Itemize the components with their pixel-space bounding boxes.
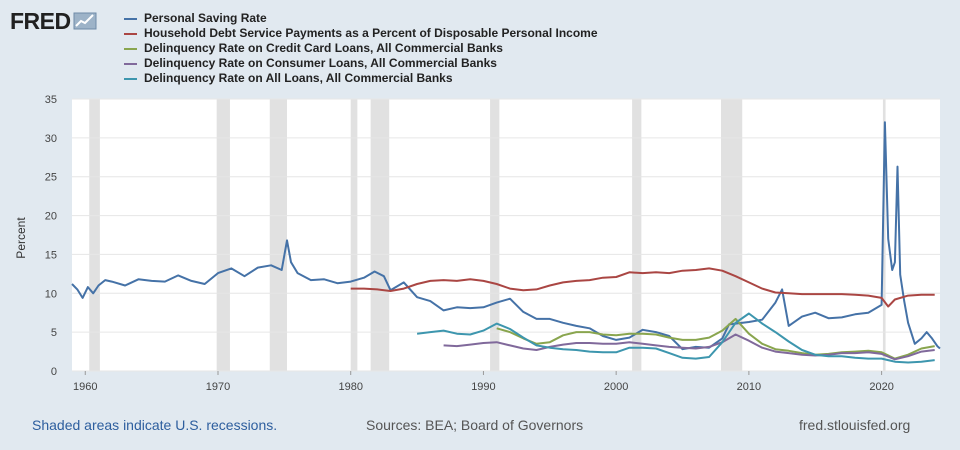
y-tick-label: 35: [45, 94, 57, 106]
chart-trend-icon: [73, 12, 97, 30]
x-tick-label: 2020: [869, 381, 893, 393]
recession-band: [882, 99, 886, 371]
y-tick-label: 0: [51, 366, 57, 378]
legend-swatch: [124, 62, 137, 65]
recession-note: Shaded areas indicate U.S. recessions.: [32, 417, 278, 433]
legend-item-5[interactable]: Delinquency Rate on All Loans, All Comme…: [124, 71, 598, 86]
y-tick-label: 5: [51, 327, 57, 339]
legend-label: Household Debt Service Payments as a Per…: [144, 26, 598, 40]
series-line-3: [496, 317, 935, 360]
series-line-2: [350, 267, 935, 308]
legend-label: Delinquency Rate on Credit Card Loans, A…: [144, 41, 503, 55]
y-tick-label: 15: [45, 249, 57, 261]
x-tick-label: 1970: [206, 381, 230, 393]
gridlines: [72, 98, 940, 372]
x-tick-label: 1980: [338, 381, 362, 393]
recession-band: [632, 99, 642, 371]
series-line-5: [416, 312, 935, 364]
legend-item-1[interactable]: Personal Saving Rate: [124, 11, 598, 26]
x-axis: 1960 1970 1980 1990 2000 2010 2020: [73, 371, 894, 393]
legend-label: Delinquency Rate on All Loans, All Comme…: [144, 71, 453, 85]
y-tick-label: 30: [45, 133, 57, 145]
legend-swatch: [124, 77, 137, 80]
legend-item-4[interactable]: Delinquency Rate on Consumer Loans, All …: [124, 56, 598, 71]
recession-band: [269, 99, 288, 371]
series-line-1: [71, 121, 941, 351]
sources-text: Sources: BEA; Board of Governors: [366, 417, 584, 433]
site-link[interactable]: fred.stlouisfed.org: [799, 417, 911, 433]
y-tick-label: 10: [45, 288, 57, 300]
fred-logo[interactable]: FRED: [10, 6, 97, 36]
y-axis-title: Percent: [14, 217, 28, 259]
x-tick-label: 2010: [737, 381, 761, 393]
y-tick-label: 20: [45, 211, 57, 223]
recession-band: [490, 99, 500, 371]
x-tick-label: 1960: [73, 381, 97, 393]
series-line-4: [443, 333, 935, 361]
legend-swatch: [124, 32, 137, 35]
x-tick-label: 2000: [604, 381, 628, 393]
series-lines: [71, 121, 941, 364]
recession-band: [721, 99, 743, 371]
legend-swatch: [124, 47, 137, 50]
chart-legend: Personal Saving Rate Household Debt Servi…: [124, 11, 598, 86]
legend-item-2[interactable]: Household Debt Service Payments as a Per…: [124, 26, 598, 41]
recession-band: [216, 99, 230, 371]
recession-band: [370, 99, 390, 371]
legend-swatch: [124, 17, 137, 20]
legend-item-3[interactable]: Delinquency Rate on Credit Card Loans, A…: [124, 41, 598, 56]
fred-logo-text: FRED: [10, 7, 71, 34]
y-tick-label: 25: [45, 172, 57, 184]
legend-label: Personal Saving Rate: [144, 11, 267, 25]
y-axis: 0 5 10 15 20 25 30 35: [45, 94, 57, 378]
recession-shading: [89, 99, 886, 371]
recession-band: [350, 99, 358, 371]
x-tick-label: 1990: [471, 381, 495, 393]
legend-label: Delinquency Rate on Consumer Loans, All …: [144, 56, 497, 70]
recession-band: [89, 99, 100, 371]
